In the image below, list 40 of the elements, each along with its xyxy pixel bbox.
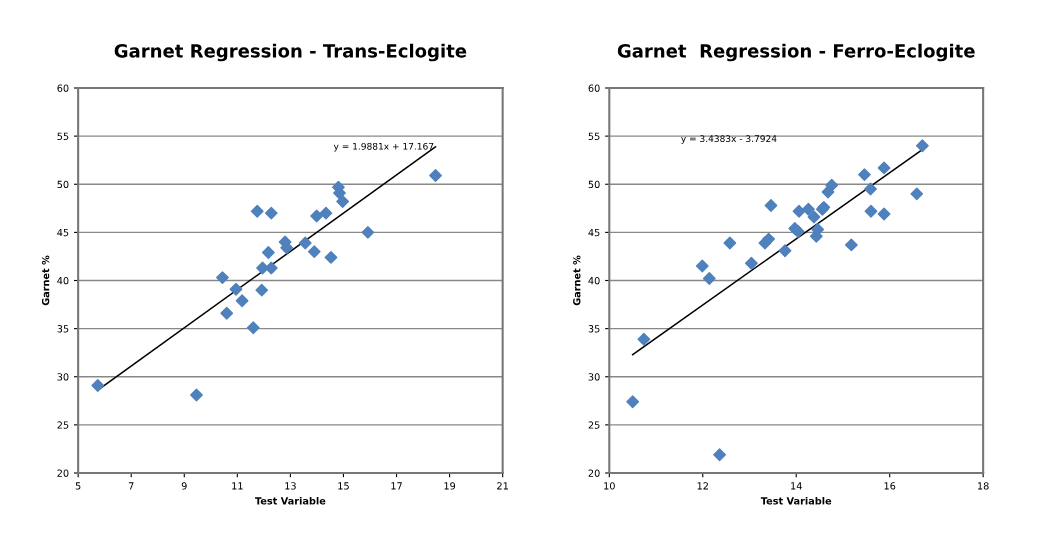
x-tick-label: 7	[128, 482, 134, 490]
y-axis-title: Garnet %	[573, 255, 581, 306]
x-tick-label: 16	[884, 482, 896, 490]
chart-title: Garnet Regression - Ferro-Eclogite	[617, 43, 975, 62]
y-tick-label: 35	[588, 325, 600, 333]
y-tick-label: 55	[57, 132, 69, 140]
y-tick-label: 45	[588, 228, 600, 237]
y-tick-label: 20	[588, 469, 600, 477]
y-tick-label: 60	[57, 84, 69, 92]
x-tick-label: 19	[444, 482, 456, 490]
annotation: y = 1.9881x + 17.167	[333, 142, 434, 152]
y-tick-label: 20	[57, 469, 69, 477]
x-tick-label: 18	[978, 482, 989, 490]
y-tick-label: 25	[588, 421, 600, 429]
y-tick-label: 60	[588, 84, 600, 92]
y-tick-label: 45	[57, 228, 69, 237]
y-tick-label: 40	[588, 276, 600, 285]
y-tick-label: 35	[57, 325, 69, 333]
x-tick-label: 9	[181, 482, 187, 490]
x-tick-label: 11	[232, 482, 243, 490]
y-axis-title: Garnet %	[41, 255, 50, 306]
y-tick-label: 30	[57, 373, 69, 381]
x-tick-label: 21	[497, 482, 508, 490]
x-axis-title: Test Variable	[255, 496, 326, 505]
x-tick-label: 14	[791, 482, 802, 490]
x-tick-label: 17	[391, 482, 402, 490]
chart-title: Garnet Regression - Trans-Eclogite	[114, 43, 467, 62]
x-tick-label: 10	[604, 482, 615, 490]
y-tick-label: 40	[57, 276, 69, 285]
y-tick-label: 55	[588, 132, 600, 140]
x-axis-title: Test Variable	[760, 496, 832, 505]
y-tick-label: 50	[57, 180, 69, 189]
y-tick-label: 50	[588, 180, 600, 189]
x-tick-label: 12	[697, 482, 708, 490]
x-tick-label: 13	[285, 482, 296, 490]
x-tick-label: 5	[75, 482, 81, 490]
annotation: y = 3.4383x - 3.7924	[681, 135, 777, 144]
y-tick-label: 25	[57, 421, 69, 429]
y-tick-label: 30	[588, 373, 600, 381]
x-tick-label: 15	[338, 482, 349, 490]
